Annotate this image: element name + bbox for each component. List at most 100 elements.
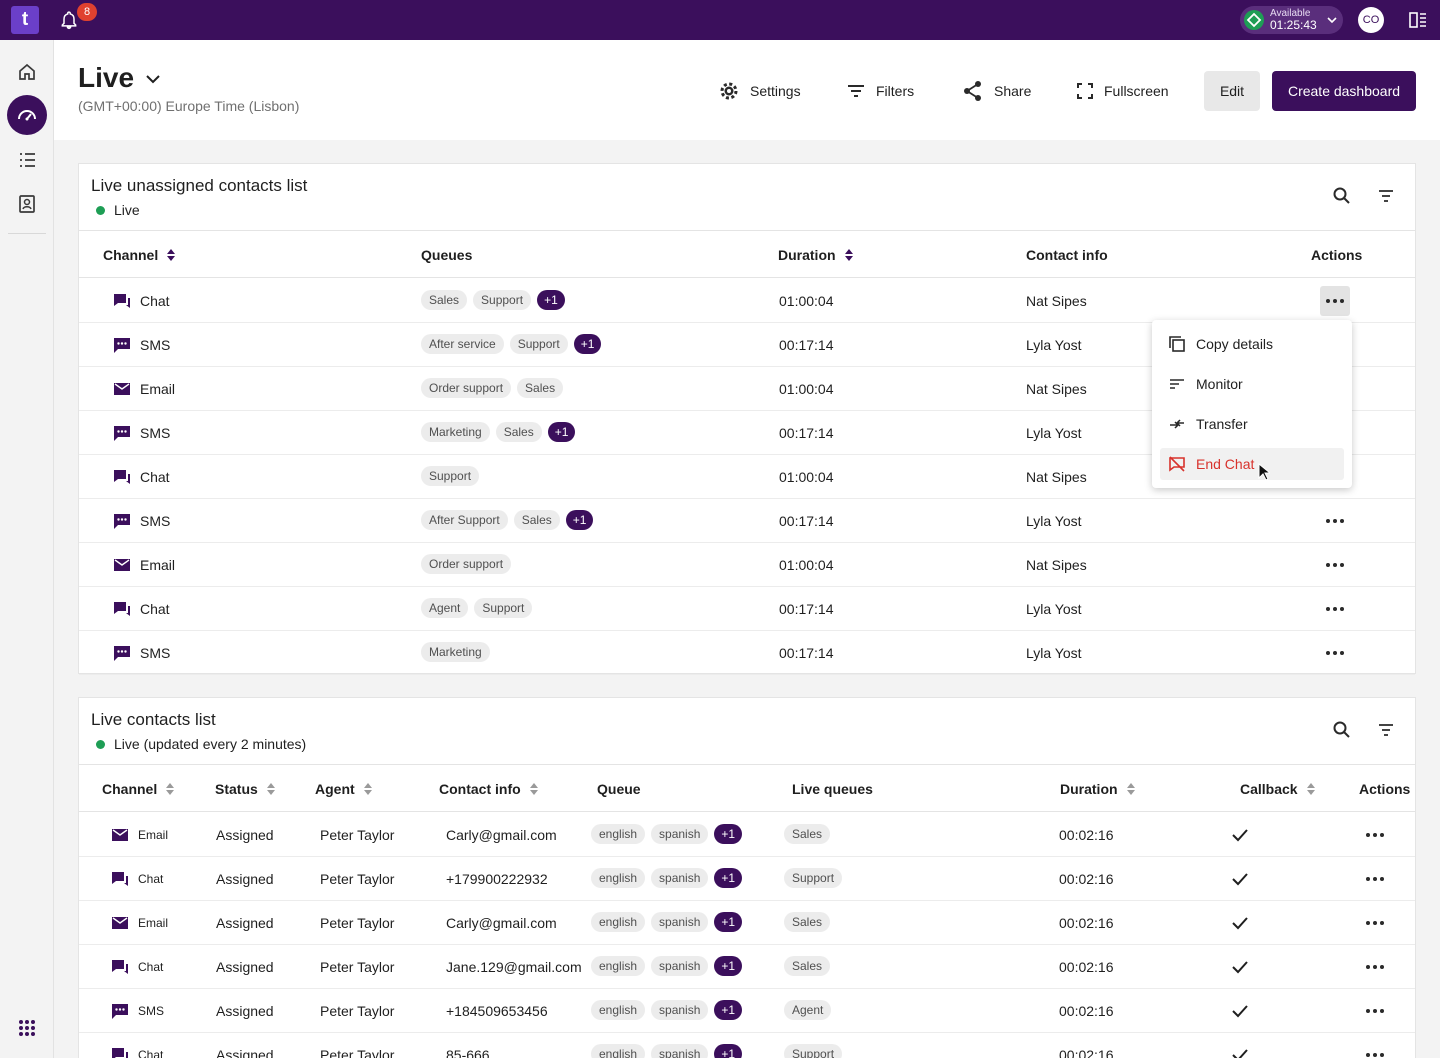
create-dashboard-button[interactable]: Create dashboard (1272, 71, 1416, 111)
queue-chips: english spanish +1 (591, 1044, 743, 1058)
table-row[interactable]: Chat Assigned Peter Taylor Jane.129@gmail.c… (79, 945, 1415, 989)
more-actions-button[interactable] (1360, 869, 1390, 889)
table-row[interactable]: Email Assigned Peter Taylor Carly@gmail.com… (79, 901, 1415, 945)
more-actions-button[interactable] (1360, 913, 1390, 933)
table-row[interactable]: Chat Sales Support +1 01:00:04 Nat Sipes (79, 279, 1415, 323)
table-row[interactable]: SMS Marketing 00:17:14 Lyla Yost (79, 631, 1415, 675)
more-actions-button[interactable] (1320, 599, 1350, 619)
menu-item-end-chat[interactable]: End Chat (1160, 448, 1344, 480)
table-row[interactable]: SMS After service Support +1 00:17:14 Lyla Yo… (79, 323, 1415, 367)
table-row[interactable]: SMS After Support Sales +1 00:17:14 Lyla Yost (79, 499, 1415, 543)
settings-button[interactable]: Settings (718, 71, 801, 111)
column-duration[interactable]: Duration (1060, 781, 1136, 797)
search-icon[interactable] (1332, 186, 1352, 206)
duration-value: 00:17:14 (779, 425, 834, 441)
column-status[interactable]: Status (215, 781, 276, 797)
contact-info: Lyla Yost (1026, 337, 1082, 353)
checkmark-icon (1231, 826, 1249, 844)
menu-item-monitor[interactable]: Monitor (1160, 368, 1344, 400)
more-actions-button[interactable] (1360, 1001, 1390, 1021)
more-queues-badge[interactable]: +1 (714, 1044, 743, 1058)
channel-label: Email (138, 916, 169, 930)
table-row[interactable]: SMS Marketing Sales +1 00:17:14 Lyla Yost (79, 411, 1415, 455)
agent-name: Peter Taylor (320, 959, 395, 975)
menu-item-transfer[interactable]: Transfer (1160, 408, 1344, 440)
queue-chip: Order support (421, 554, 512, 574)
contact-info: Carly@gmail.com (446, 915, 557, 931)
transfer-icon (1170, 419, 1184, 429)
bell-icon[interactable] (59, 10, 79, 30)
more-queues-badge[interactable]: +1 (714, 1000, 743, 1020)
live-dot-icon (96, 739, 105, 749)
menu-item-copy-details[interactable]: Copy details (1160, 328, 1344, 360)
channel-label: Chat (140, 293, 170, 309)
more-actions-button[interactable] (1360, 825, 1390, 845)
status-value: Assigned (216, 827, 274, 843)
sort-icon (529, 783, 538, 795)
column-callback[interactable]: Callback (1240, 781, 1316, 797)
nav-dashboards[interactable] (7, 95, 47, 135)
column-duration[interactable]: Duration (778, 247, 854, 263)
more-actions-button[interactable] (1320, 286, 1350, 316)
column-channel[interactable]: Channel (103, 247, 176, 263)
more-queues-badge[interactable]: +1 (573, 334, 602, 354)
nav-apps[interactable] (7, 1008, 47, 1048)
queue-chip: Agent (421, 598, 469, 618)
queue-chip: Support (421, 466, 480, 486)
queue-chip: english (591, 956, 646, 976)
more-actions-button[interactable] (1360, 957, 1390, 977)
column-label: Contact info (1026, 247, 1108, 263)
nav-contacts[interactable] (7, 184, 47, 224)
table-row[interactable]: Email Order support 01:00:04 Nat Sipes (79, 543, 1415, 587)
chevron-down-icon[interactable] (144, 70, 162, 88)
filter-icon[interactable] (1376, 186, 1396, 206)
more-queues-badge[interactable]: +1 (714, 912, 743, 932)
column-contact-info[interactable]: Contact info (439, 781, 539, 797)
table-row[interactable]: SMS Assigned Peter Taylor +184509653456 engl… (79, 989, 1415, 1033)
nav-home[interactable] (7, 52, 47, 92)
more-actions-button[interactable] (1320, 511, 1350, 531)
edit-button[interactable]: Edit (1204, 71, 1260, 111)
more-queues-badge[interactable]: +1 (565, 510, 594, 530)
table-row[interactable]: Chat Agent Support 00:17:14 Lyla Yost (79, 587, 1415, 631)
table-row[interactable]: Email Assigned Peter Taylor Carly@gmail.com… (79, 813, 1415, 857)
table-row[interactable]: Chat Assigned Peter Taylor 85-666 english spa… (79, 1033, 1415, 1058)
filters-button[interactable]: Filters (846, 71, 914, 111)
live-queue-chips: Support (784, 868, 843, 888)
nav-lists[interactable] (7, 140, 47, 180)
sort-icon (363, 783, 372, 795)
availability-selector[interactable]: Available 01:25:43 (1240, 6, 1343, 34)
live-queue-chips: Agent (784, 1000, 832, 1020)
table-row[interactable]: Email Order support Sales 01:00:04 Nat Sipes (79, 367, 1415, 411)
live-queue-chips: Sales (784, 824, 831, 844)
more-queues-badge[interactable]: +1 (537, 290, 565, 310)
checkmark-icon (1231, 870, 1249, 888)
column-channel[interactable]: Channel (102, 781, 175, 797)
avatar[interactable]: CO (1358, 7, 1384, 33)
share-icon (964, 81, 981, 101)
side-panel-icon[interactable] (1409, 11, 1427, 29)
column-agent[interactable]: Agent (315, 781, 373, 797)
contact-info: Carly@gmail.com (446, 827, 557, 843)
more-queues-badge[interactable]: +1 (714, 824, 743, 844)
more-actions-button[interactable] (1360, 1045, 1390, 1058)
more-queues-badge[interactable]: +1 (714, 956, 743, 976)
share-button[interactable]: Share (962, 71, 1031, 111)
fullscreen-button[interactable]: Fullscreen (1076, 71, 1169, 111)
column-contact-info: Contact info (1026, 247, 1108, 263)
availability-status: Available (1270, 8, 1311, 19)
nav-divider (8, 233, 46, 234)
more-actions-button[interactable] (1320, 555, 1350, 575)
table-row[interactable]: Chat Support 01:00:04 Nat Sipes (79, 455, 1415, 499)
channel-label: Email (138, 828, 169, 842)
more-queues-badge[interactable]: +1 (547, 422, 576, 442)
contact-info: Nat Sipes (1026, 381, 1087, 397)
table-row[interactable]: Chat Assigned Peter Taylor +179900222932 eng… (79, 857, 1415, 901)
duration-value: 00:17:14 (779, 601, 834, 617)
search-icon[interactable] (1332, 720, 1352, 740)
more-queues-badge[interactable]: +1 (714, 868, 743, 888)
page-title[interactable]: Live (78, 62, 135, 93)
filter-icon[interactable] (1376, 720, 1396, 740)
app-logo[interactable]: t (11, 6, 39, 34)
more-actions-button[interactable] (1320, 643, 1350, 663)
